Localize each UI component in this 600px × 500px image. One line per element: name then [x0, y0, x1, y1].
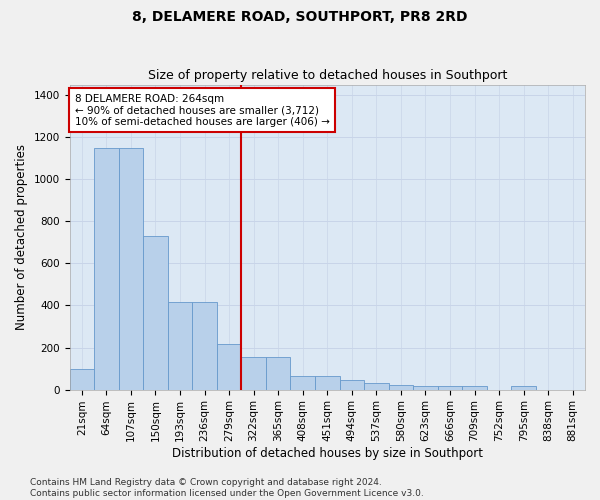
Bar [143, 236, 168, 390]
Bar [364, 384, 389, 390]
Text: 8, DELAMERE ROAD, SOUTHPORT, PR8 2RD: 8, DELAMERE ROAD, SOUTHPORT, PR8 2RD [132, 10, 468, 24]
Bar [217, 344, 241, 390]
Bar [266, 357, 290, 390]
Bar [119, 148, 143, 390]
Bar [511, 386, 536, 390]
Bar [315, 376, 340, 390]
Bar [70, 368, 94, 390]
Bar [192, 302, 217, 390]
Bar [413, 386, 438, 390]
Bar [290, 376, 315, 390]
Text: 8 DELAMERE ROAD: 264sqm
← 90% of detached houses are smaller (3,712)
10% of semi: 8 DELAMERE ROAD: 264sqm ← 90% of detache… [74, 94, 329, 127]
Bar [168, 302, 192, 390]
Bar [438, 386, 462, 390]
Y-axis label: Number of detached properties: Number of detached properties [15, 144, 28, 330]
Bar [389, 386, 413, 390]
Bar [340, 380, 364, 390]
Text: Contains HM Land Registry data © Crown copyright and database right 2024.
Contai: Contains HM Land Registry data © Crown c… [30, 478, 424, 498]
X-axis label: Distribution of detached houses by size in Southport: Distribution of detached houses by size … [172, 447, 483, 460]
Bar [241, 357, 266, 390]
Bar [94, 148, 119, 390]
Bar [462, 386, 487, 390]
Title: Size of property relative to detached houses in Southport: Size of property relative to detached ho… [148, 69, 507, 82]
